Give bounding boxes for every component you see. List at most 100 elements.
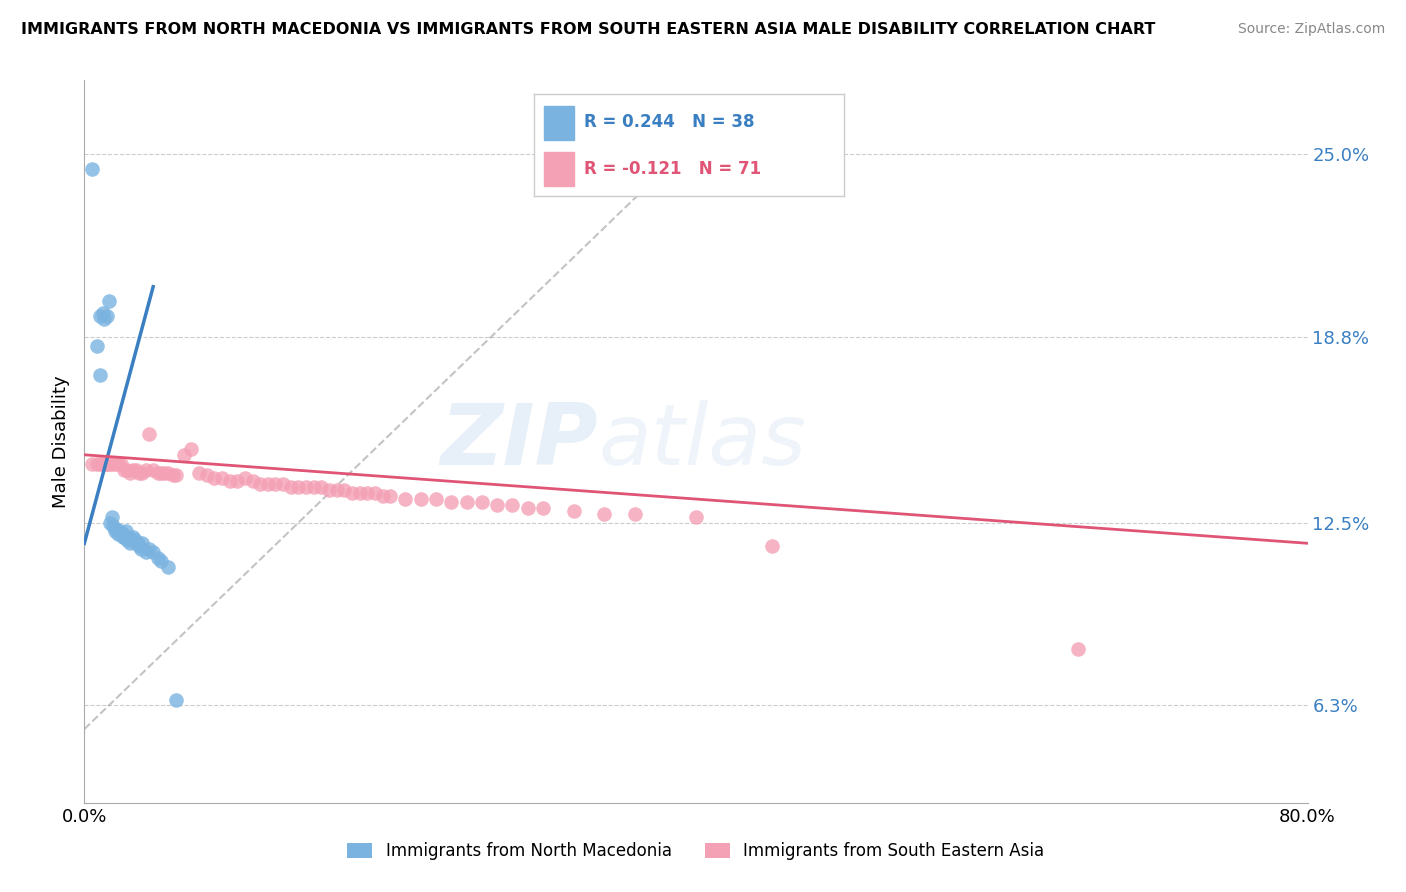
Point bbox=[110, 527, 132, 541]
Point bbox=[165, 692, 187, 706]
Point bbox=[356, 486, 378, 500]
Point bbox=[146, 466, 169, 480]
Point bbox=[195, 468, 218, 483]
Point bbox=[264, 477, 287, 491]
Point bbox=[531, 500, 554, 515]
Point bbox=[318, 483, 340, 498]
Point bbox=[128, 466, 150, 480]
Point bbox=[380, 489, 402, 503]
Point bbox=[138, 542, 160, 557]
Point bbox=[349, 486, 371, 500]
Point bbox=[149, 466, 172, 480]
Point bbox=[271, 477, 294, 491]
Text: IMMIGRANTS FROM NORTH MACEDONIA VS IMMIGRANTS FROM SOUTH EASTERN ASIA MALE DISAB: IMMIGRANTS FROM NORTH MACEDONIA VS IMMIG… bbox=[21, 22, 1156, 37]
Point bbox=[105, 522, 128, 536]
Point bbox=[101, 509, 124, 524]
Point bbox=[257, 477, 280, 491]
Point bbox=[425, 491, 447, 506]
Point bbox=[157, 560, 180, 574]
Point bbox=[98, 516, 121, 530]
Point bbox=[162, 468, 184, 483]
Point bbox=[593, 507, 616, 521]
Point bbox=[97, 294, 120, 309]
Point bbox=[165, 468, 187, 483]
Point bbox=[80, 457, 103, 471]
Point bbox=[394, 491, 416, 506]
Point bbox=[125, 462, 148, 476]
Point bbox=[89, 309, 111, 323]
Point bbox=[91, 457, 114, 471]
Point bbox=[124, 533, 146, 548]
Point bbox=[96, 309, 118, 323]
Point bbox=[94, 457, 117, 471]
Point bbox=[153, 466, 176, 480]
Text: ZIP: ZIP bbox=[440, 400, 598, 483]
Point bbox=[86, 457, 108, 471]
Point bbox=[295, 480, 318, 494]
Point bbox=[91, 306, 114, 320]
Point bbox=[1067, 642, 1090, 657]
Point bbox=[120, 536, 142, 550]
Text: atlas: atlas bbox=[598, 400, 806, 483]
Point bbox=[104, 524, 127, 539]
Point bbox=[180, 442, 202, 456]
Point bbox=[325, 483, 347, 498]
Point bbox=[89, 457, 111, 471]
Legend: Immigrants from North Macedonia, Immigrants from South Eastern Asia: Immigrants from North Macedonia, Immigra… bbox=[340, 836, 1052, 867]
Point bbox=[502, 498, 524, 512]
Point bbox=[115, 462, 138, 476]
Point bbox=[80, 161, 103, 176]
Point bbox=[333, 483, 356, 498]
Point bbox=[86, 339, 108, 353]
Point bbox=[233, 471, 256, 485]
Point bbox=[149, 554, 172, 568]
Point bbox=[107, 527, 129, 541]
Point bbox=[96, 457, 118, 471]
Point bbox=[311, 480, 333, 494]
Point bbox=[115, 533, 138, 548]
Point bbox=[242, 475, 264, 489]
Point bbox=[624, 507, 647, 521]
Point bbox=[364, 486, 387, 500]
Point bbox=[562, 504, 585, 518]
Point bbox=[107, 457, 129, 471]
Bar bbox=[544, 106, 575, 140]
Point bbox=[157, 466, 180, 480]
Point bbox=[122, 462, 145, 476]
Point bbox=[287, 480, 309, 494]
Text: Source: ZipAtlas.com: Source: ZipAtlas.com bbox=[1237, 22, 1385, 37]
Point bbox=[142, 462, 165, 476]
Point bbox=[125, 536, 148, 550]
Point bbox=[131, 466, 153, 480]
Bar bbox=[544, 153, 575, 186]
Point bbox=[761, 539, 783, 553]
Point bbox=[146, 551, 169, 566]
Point bbox=[249, 477, 271, 491]
Point bbox=[202, 471, 225, 485]
Point bbox=[516, 500, 538, 515]
Point bbox=[173, 448, 195, 462]
Point bbox=[111, 530, 134, 544]
Point bbox=[112, 462, 135, 476]
Text: R = -0.121   N = 71: R = -0.121 N = 71 bbox=[583, 160, 761, 178]
Point bbox=[471, 495, 494, 509]
Point bbox=[280, 480, 302, 494]
Point bbox=[211, 471, 233, 485]
Point bbox=[340, 486, 363, 500]
Point bbox=[97, 457, 120, 471]
Point bbox=[409, 491, 432, 506]
Point bbox=[108, 524, 131, 539]
Point bbox=[103, 518, 125, 533]
Point bbox=[131, 536, 153, 550]
Point bbox=[142, 545, 165, 559]
Point bbox=[135, 545, 157, 559]
Point bbox=[226, 475, 249, 489]
Point bbox=[93, 312, 115, 326]
Point bbox=[120, 466, 142, 480]
Text: R = 0.244   N = 38: R = 0.244 N = 38 bbox=[583, 113, 754, 131]
Point bbox=[685, 509, 707, 524]
Point bbox=[112, 530, 135, 544]
Point bbox=[127, 536, 149, 550]
Point bbox=[110, 457, 132, 471]
Point bbox=[371, 489, 394, 503]
